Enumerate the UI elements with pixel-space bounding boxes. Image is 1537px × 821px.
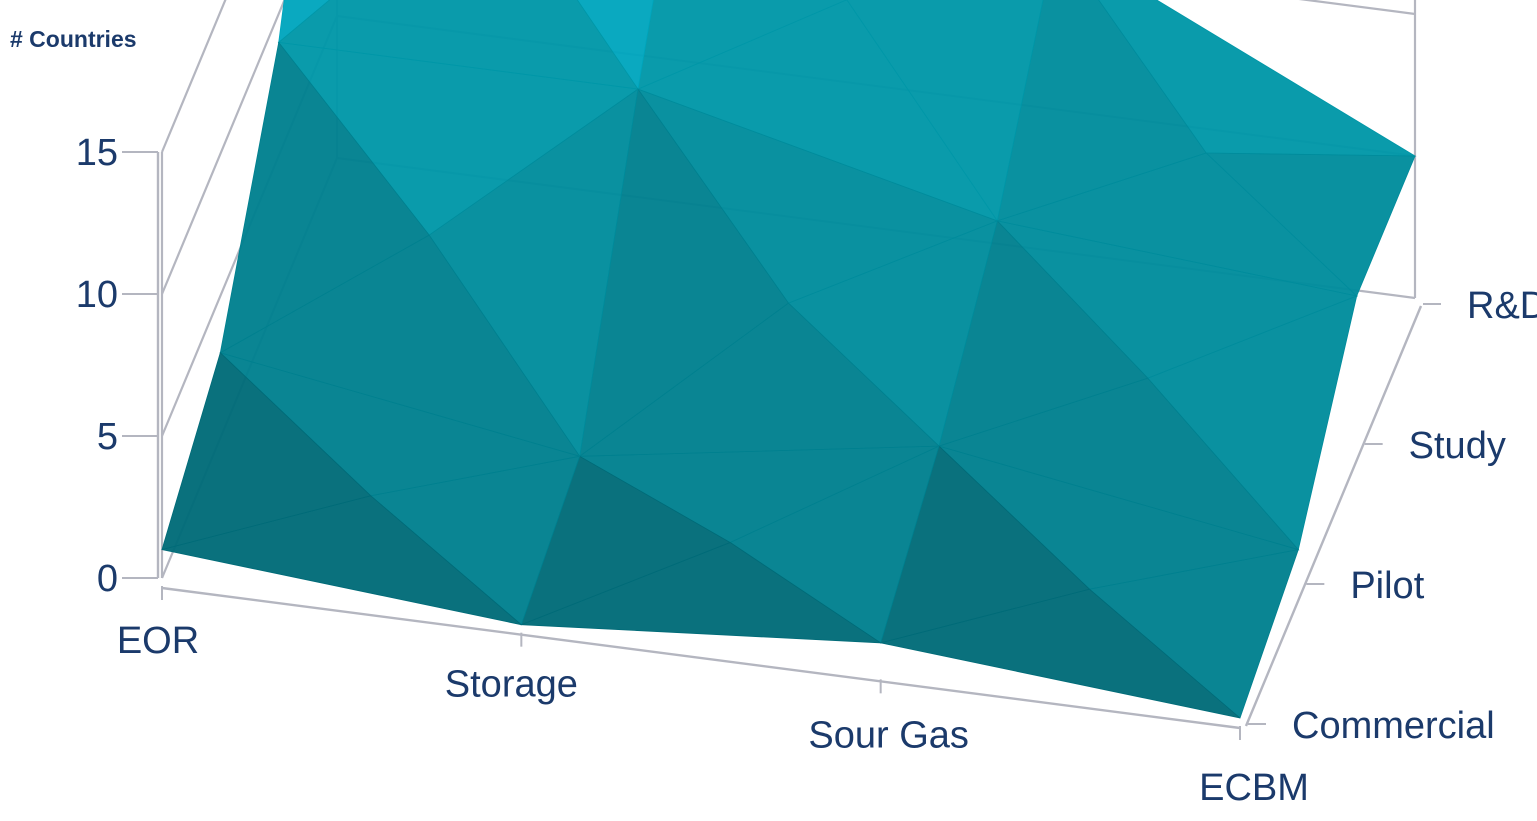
surface-plot xyxy=(161,0,1417,719)
surface-facet-0-2-0 xyxy=(880,588,1241,719)
gridline-z-10 xyxy=(160,0,1416,295)
y-axis-line xyxy=(1244,305,1423,727)
x-category-label-1: Storage xyxy=(445,664,578,706)
y-category-label-1: Pilot xyxy=(1350,565,1424,607)
x-category-label-0: EOR xyxy=(117,620,199,662)
axes xyxy=(156,152,1423,730)
z-tick-label-3: 15 xyxy=(76,132,118,174)
x-category-label-2: Sour Gas xyxy=(808,714,969,756)
z-tick-label-1: 5 xyxy=(97,416,118,458)
y-category-label-2: Study xyxy=(1409,425,1506,467)
z-tick-label-0: 0 xyxy=(97,558,118,600)
surface-facet-0-1-0 xyxy=(521,542,883,644)
x-category-label-3: ECBM xyxy=(1199,767,1309,809)
z-axis-title: # Countries xyxy=(10,26,137,52)
surface-facet-2-0-1 xyxy=(576,0,654,91)
y-category-label-3: R&D xyxy=(1467,285,1537,327)
gridline-z-15 xyxy=(160,0,227,153)
axis-labels: 0 5 10 15 EOR Storage Sour Gas ECBM Commercial Pi… xyxy=(76,132,1537,809)
surface-facet-0-0-0 xyxy=(161,495,522,626)
y-category-label-0: Commercial xyxy=(1292,705,1495,747)
z-tick-label-2: 10 xyxy=(76,274,118,316)
x-axis-line xyxy=(161,586,1241,730)
